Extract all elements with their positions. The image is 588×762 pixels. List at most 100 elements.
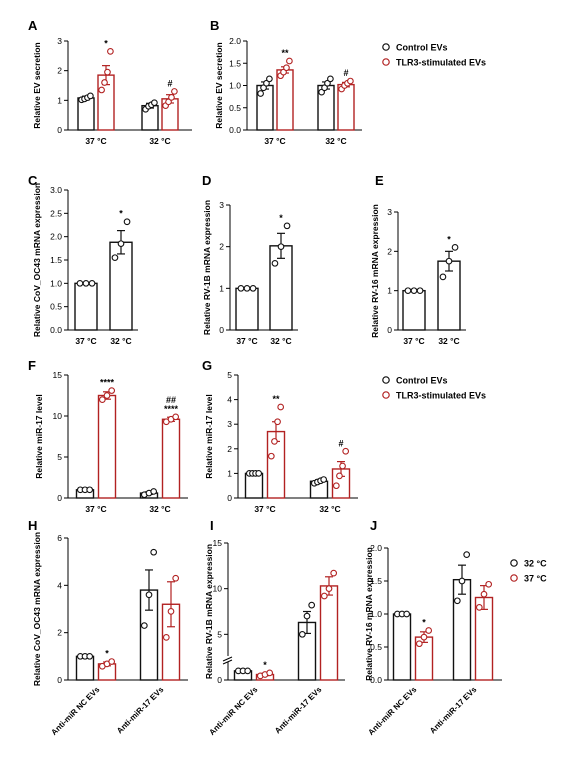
- y-axis-label: Relative miR-17 level: [34, 394, 44, 479]
- data-point: [98, 86, 105, 94]
- panel-letter: D: [202, 173, 211, 188]
- data-point: [303, 612, 311, 620]
- significance-label: **: [281, 48, 289, 58]
- significance-label: ****: [100, 378, 115, 388]
- legend-label: Control EVs: [396, 43, 448, 53]
- data-point: [86, 652, 94, 660]
- data-point: [249, 284, 257, 292]
- data-point: [308, 601, 316, 609]
- legend-marker: [382, 376, 390, 384]
- y-tick-label: 0: [57, 125, 62, 135]
- data-point: [243, 284, 251, 292]
- panel-letter: A: [28, 18, 38, 33]
- y-tick-label: 1.0: [229, 81, 241, 91]
- data-point: [320, 476, 328, 483]
- data-point: [165, 98, 172, 106]
- x-group-label: 37 °C: [236, 336, 257, 346]
- legend-marker: [510, 574, 518, 582]
- y-tick-label: 4: [227, 395, 232, 405]
- y-tick-label: 0: [57, 675, 62, 685]
- data-point: [425, 627, 433, 634]
- y-tick-label: 5: [217, 629, 222, 639]
- bar: [319, 585, 339, 681]
- data-point: [104, 68, 111, 76]
- data-point: [321, 84, 328, 92]
- panel-letter: F: [28, 358, 36, 373]
- data-point: [171, 88, 178, 95]
- y-axis-label: Relative RV-1B mRNA expression: [204, 544, 214, 679]
- y-axis-label: Relative CoV_OC43 mRNA expression: [32, 532, 42, 686]
- data-point: [266, 669, 274, 677]
- data-point: [101, 79, 108, 86]
- data-point: [260, 84, 267, 92]
- legend-label: TLR3-stimulated EVs: [396, 58, 486, 68]
- y-tick-label: 0: [217, 675, 222, 685]
- axis-break-mark: [222, 659, 233, 665]
- significance-label: **: [272, 394, 280, 404]
- bar: [244, 472, 264, 499]
- significance-label: #: [338, 438, 343, 448]
- y-axis-label: Relative RV-16 mRNA expression: [364, 547, 374, 681]
- panel-F: F 0 5 10 15 Relative miR-17 level 37 °C 32 °C **…: [28, 358, 188, 514]
- data-point: [415, 640, 423, 648]
- x-group-label: 32 °C: [325, 136, 346, 146]
- y-tick-label: 0: [219, 325, 224, 335]
- bar: [75, 655, 95, 681]
- data-point: [347, 77, 354, 85]
- y-axis-label: Relative CoV_OC43 mRNA expression: [32, 183, 42, 337]
- data-point: [332, 482, 340, 490]
- y-tick-label: 0: [387, 325, 392, 335]
- panel-letter: G: [202, 358, 212, 373]
- significance-label: *: [119, 209, 123, 219]
- legend-marker: [510, 559, 518, 567]
- data-point: [257, 90, 264, 97]
- bar: [276, 69, 294, 131]
- bar: [235, 287, 259, 331]
- x-group-label: Anti-miR NC EVs: [49, 685, 101, 737]
- data-point: [325, 585, 333, 593]
- x-group-label: 37 °C: [85, 504, 106, 514]
- x-group-label: 32 °C: [270, 336, 291, 346]
- data-point: [404, 287, 412, 295]
- y-tick-label: 0.5: [229, 103, 241, 113]
- panel-letter: E: [375, 173, 384, 188]
- data-point: [330, 569, 338, 577]
- y-tick-label: 4: [57, 580, 62, 590]
- data-point: [286, 57, 293, 65]
- y-tick-label: 2.5: [50, 208, 62, 218]
- x-group-label: 32 °C: [149, 136, 170, 146]
- panel-letter: C: [28, 173, 38, 188]
- data-point: [271, 259, 279, 267]
- data-point: [318, 88, 325, 96]
- x-group-label: 37 °C: [85, 136, 106, 146]
- y-tick-label: 0.5: [50, 302, 62, 312]
- x-group-label: Anti-miR-17 EVs: [273, 685, 324, 736]
- data-point: [107, 48, 114, 55]
- data-point: [339, 462, 346, 470]
- bar: [392, 613, 412, 681]
- data-point: [117, 240, 125, 248]
- data-point: [76, 279, 84, 287]
- panel-letter: H: [28, 518, 37, 533]
- bar: [97, 394, 117, 499]
- data-point: [342, 447, 350, 455]
- data-point: [327, 75, 334, 83]
- data-point: [88, 279, 96, 287]
- data-point: [274, 418, 281, 426]
- y-tick-label: 3: [387, 207, 392, 217]
- data-point: [263, 79, 270, 87]
- y-tick-label: 1: [387, 286, 392, 296]
- data-point: [98, 396, 106, 403]
- significance-label: *: [263, 660, 267, 670]
- panel-letter: B: [210, 18, 219, 33]
- data-point: [463, 551, 471, 558]
- data-point: [108, 658, 116, 665]
- x-group-label: 32 °C: [438, 336, 459, 346]
- panel-A: A 0 1 2 3 Relative EV secretion 37 °C 32 °C * #: [28, 18, 192, 146]
- x-group-label: Anti-miR-17 EVs: [115, 685, 166, 736]
- significance-label: *: [279, 213, 283, 223]
- legend-label: 37 °C: [524, 574, 547, 584]
- significance-label: *: [104, 38, 108, 48]
- y-tick-label: 2: [227, 444, 232, 454]
- data-point: [150, 548, 158, 556]
